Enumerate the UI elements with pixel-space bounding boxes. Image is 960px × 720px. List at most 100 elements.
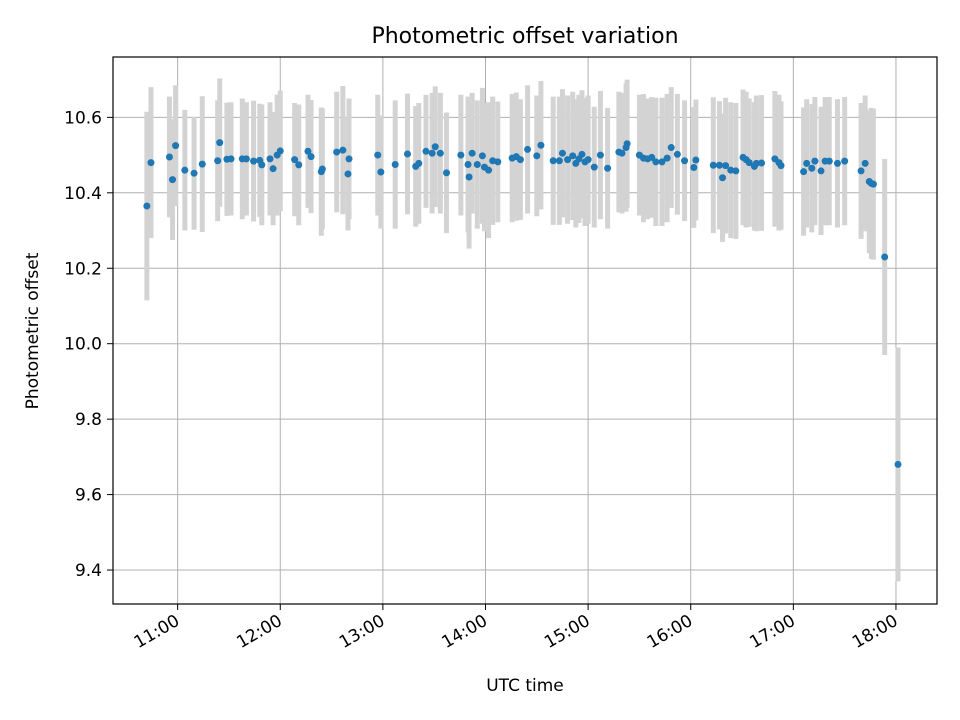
y-tick-label: 10.0: [64, 335, 102, 355]
data-point: [569, 152, 577, 160]
data-point: [422, 147, 430, 155]
chart-title: Photometric offset variation: [371, 24, 678, 49]
data-point: [578, 150, 586, 158]
data-point: [339, 146, 347, 154]
data-point: [258, 161, 266, 169]
data-point: [584, 156, 592, 164]
data-point: [227, 155, 235, 163]
data-point: [869, 180, 877, 188]
data-point: [590, 163, 598, 171]
data-point: [692, 156, 700, 164]
data-point: [648, 153, 656, 161]
y-tick-label: 10.4: [64, 184, 102, 204]
data-point: [415, 159, 423, 167]
data-point: [169, 176, 177, 184]
data-point: [715, 161, 723, 169]
data-point: [618, 149, 626, 157]
data-point: [745, 159, 753, 167]
plot-frame: [112, 56, 938, 605]
data-point: [817, 167, 825, 175]
data-point: [295, 161, 303, 169]
y-tick-label: 9.4: [75, 561, 102, 581]
data-point: [276, 147, 284, 155]
data-point: [391, 161, 399, 169]
data-point: [549, 157, 557, 165]
data-point: [808, 164, 816, 172]
data-point: [190, 169, 198, 177]
data-point: [291, 156, 299, 164]
y-tick-label: 9.8: [75, 410, 102, 430]
data-point: [473, 161, 481, 169]
data-point: [533, 152, 541, 160]
data-point: [811, 157, 819, 165]
data-point: [516, 156, 524, 164]
data-point: [198, 160, 206, 168]
data-point: [558, 149, 566, 157]
data-point: [374, 151, 382, 159]
data-point: [690, 164, 698, 172]
x-axis-label: UTC time: [486, 676, 564, 696]
data-point: [269, 165, 277, 173]
data-point: [841, 157, 849, 165]
data-point: [727, 166, 735, 174]
data-point: [464, 161, 472, 169]
data-point: [436, 149, 444, 157]
data-point: [468, 149, 476, 157]
data-point: [485, 166, 493, 174]
data-point: [658, 158, 666, 166]
data-point: [857, 167, 865, 175]
data-point: [681, 157, 689, 165]
data-point: [881, 253, 889, 261]
data-point: [344, 170, 352, 178]
data-point: [604, 164, 612, 172]
data-point: [242, 155, 250, 163]
data-point: [304, 147, 312, 155]
data-point: [345, 155, 353, 163]
y-tick-label: 10.2: [64, 259, 102, 279]
data-point: [732, 167, 740, 175]
data-point: [861, 159, 869, 167]
data-points: [143, 139, 902, 468]
data-point: [894, 460, 902, 468]
data-point: [524, 145, 532, 153]
data-point: [825, 157, 833, 165]
data-point: [537, 141, 545, 149]
data-point: [214, 157, 222, 165]
data-point: [663, 154, 671, 162]
data-point: [667, 144, 675, 152]
data-point: [165, 153, 173, 161]
data-point: [709, 161, 717, 169]
data-point: [833, 159, 841, 167]
data-point: [181, 166, 189, 174]
data-point: [307, 153, 315, 161]
y-tick-label: 9.6: [75, 486, 102, 506]
data-point: [623, 140, 631, 148]
data-point: [494, 158, 502, 166]
data-point: [333, 148, 341, 156]
data-point: [431, 143, 439, 151]
data-point: [722, 162, 730, 170]
data-point: [377, 168, 385, 176]
data-point: [758, 159, 766, 167]
data-point: [800, 168, 808, 176]
y-axis-label: Photometric offset: [23, 252, 43, 409]
data-point: [250, 157, 258, 165]
data-point: [752, 159, 760, 167]
data-point: [147, 159, 155, 167]
data-point: [803, 159, 811, 167]
data-point: [266, 155, 274, 163]
data-point: [777, 162, 785, 170]
data-point: [596, 151, 604, 159]
data-point: [442, 169, 450, 177]
data-point: [428, 149, 436, 157]
data-point: [555, 157, 563, 165]
data-point: [143, 202, 151, 210]
data-point: [564, 156, 572, 164]
data-point: [465, 173, 473, 181]
data-point: [457, 151, 465, 159]
data-point: [318, 165, 326, 173]
data-point: [673, 150, 681, 158]
data-point: [216, 139, 224, 147]
data-point: [404, 150, 412, 158]
